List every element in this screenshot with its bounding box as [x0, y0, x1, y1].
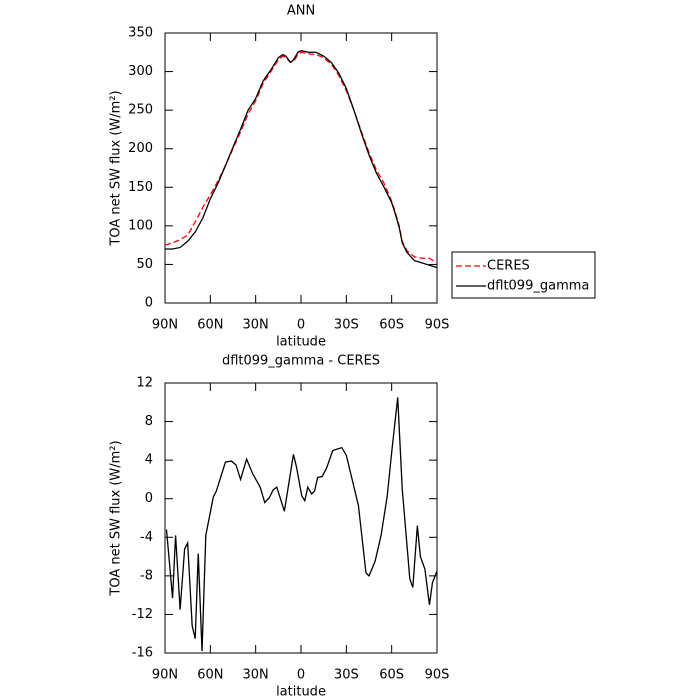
x-tick-label: 60N — [197, 668, 223, 683]
legend-label: dflt099_gamma — [487, 279, 589, 294]
y-tick-label: 250 — [128, 103, 153, 118]
y-tick-label: 350 — [128, 26, 153, 41]
y-tick-label: 8 — [145, 414, 153, 429]
legend-label: CERES — [487, 259, 530, 274]
data-line — [164, 51, 438, 264]
x-axis-label: latitude — [276, 685, 326, 700]
x-axis-label: latitude — [276, 335, 326, 350]
y-axis-label: TOA net SW flux (W/m²) — [109, 90, 124, 246]
y-tick-label: 200 — [128, 141, 153, 156]
x-tick-label: 90N — [152, 668, 178, 683]
data-line — [165, 50, 438, 269]
y-tick-label: 100 — [128, 218, 153, 233]
x-tick-label: 90S — [425, 318, 450, 333]
y-tick-label: 150 — [128, 180, 153, 195]
y-tick-label: 0 — [145, 296, 153, 311]
y-tick-label: 50 — [136, 257, 153, 272]
x-tick-label: 30S — [334, 318, 359, 333]
x-tick-label: 60N — [197, 318, 223, 333]
y-tick-label: -16 — [132, 646, 153, 661]
y-tick-label: 12 — [136, 376, 153, 391]
x-tick-label: 0 — [297, 668, 305, 683]
x-tick-label: 60S — [379, 318, 404, 333]
x-tick-label: 30S — [334, 668, 359, 683]
x-tick-label: 90N — [152, 318, 178, 333]
chart-title: dflt099_gamma - CERES — [222, 354, 380, 369]
x-tick-label: 30N — [243, 318, 269, 333]
y-tick-label: 0 — [145, 491, 153, 506]
x-tick-label: 90S — [425, 668, 450, 683]
plot-frame — [164, 32, 438, 304]
y-tick-label: -12 — [132, 607, 153, 622]
y-tick-label: -8 — [140, 568, 153, 583]
y-tick-label: -4 — [140, 530, 153, 545]
data-line — [165, 397, 438, 652]
plot-frame — [164, 382, 438, 654]
legend-box — [451, 251, 596, 299]
x-tick-label: 0 — [297, 318, 305, 333]
y-tick-label: 300 — [128, 64, 153, 79]
x-tick-label: 60S — [379, 668, 404, 683]
y-tick-label: 4 — [145, 453, 153, 468]
y-axis-label: TOA net SW flux (W/m²) — [109, 440, 124, 596]
chart-title: ANN — [287, 4, 315, 19]
x-tick-label: 30N — [243, 668, 269, 683]
